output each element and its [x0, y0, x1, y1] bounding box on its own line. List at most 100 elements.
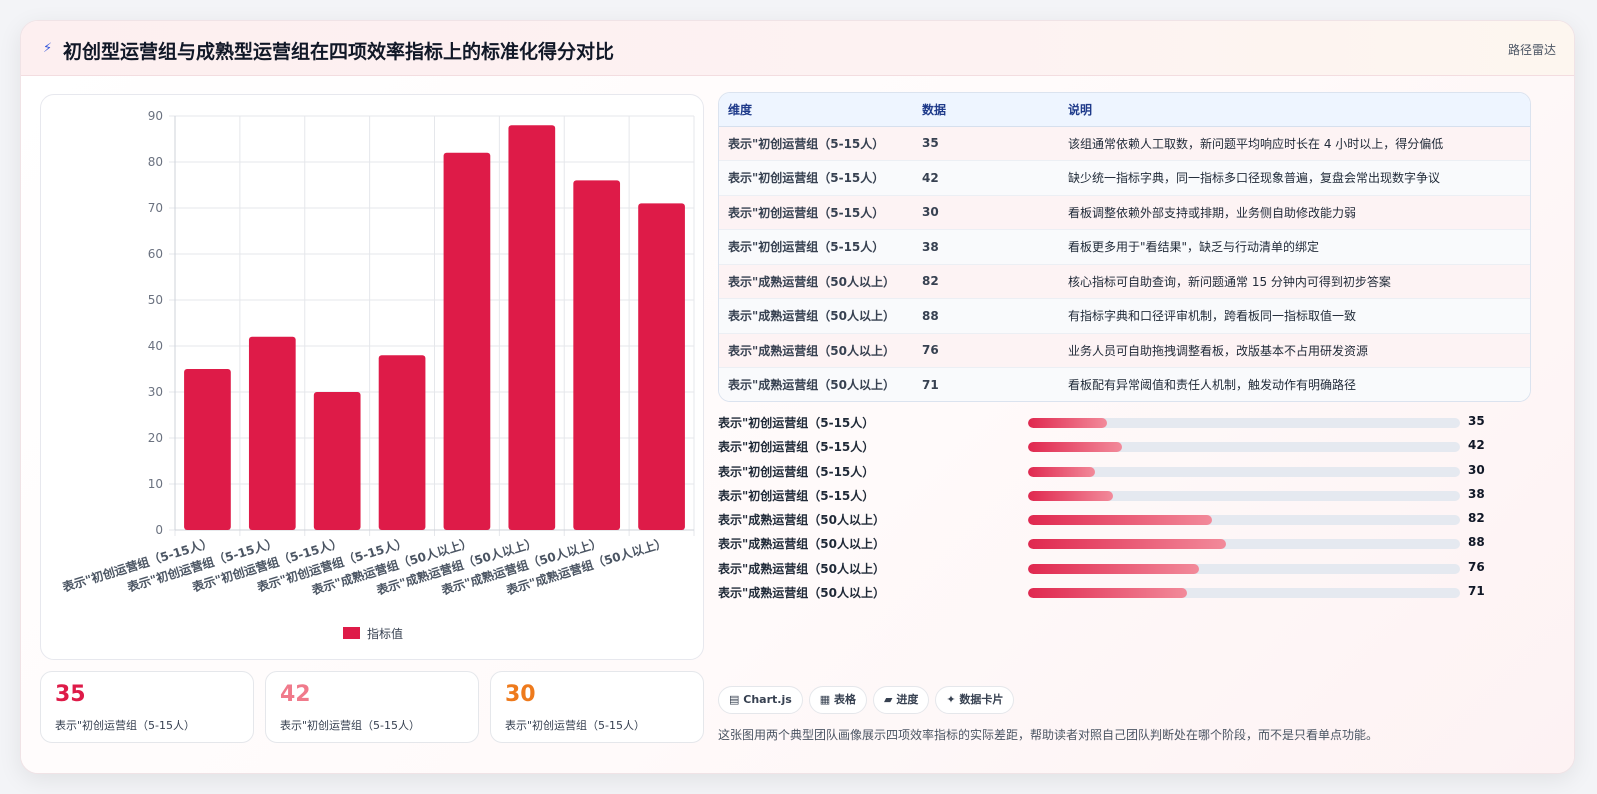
table-cell-data: 42: [913, 160, 1059, 196]
progress-track: [1028, 588, 1460, 599]
card-header: ⚡ 初创型运营组与成熟型运营组在四项效率指标上的标准化得分对比 路径雷达: [21, 21, 1574, 76]
chip-label: 进度: [896, 693, 919, 706]
progress-track: [1028, 539, 1460, 550]
progress-label: 表示"成熟运营组（50人以上）: [718, 537, 885, 552]
y-tick-label: 60: [148, 247, 163, 261]
table-row: 表示"成熟运营组（50人以上） 71 看板配有异常阈值和责任人机制，触发动作有明确路…: [719, 367, 1530, 401]
progress-fill: [1028, 515, 1213, 526]
table-cell-description: 有指标字典和口径评审机制，跨看板同一指标取值一致: [1059, 298, 1530, 334]
table-cell-dimension: 表示"初创运营组（5-15人）: [719, 126, 913, 161]
table-row: 表示"初创运营组（5-15人） 30 看板调整依赖外部支持或排期，业务侧自助修改能力…: [719, 195, 1530, 230]
progress-track: [1028, 515, 1460, 526]
table-cell-data: 88: [913, 298, 1059, 334]
stat-value: 35: [55, 682, 86, 707]
progress-value: 42: [1468, 438, 1485, 453]
bar-chart-panel: 0 10 20 30 40 50 60 70 80 90 表示"初创运营组（5-15人） 表示"初创运…: [40, 94, 704, 660]
table-row: 表示"成熟运营组（50人以上） 82 核心指标可自助查询，新问题通常 15 分钟内可…: [719, 264, 1530, 299]
progress-label: 表示"成熟运营组（50人以上）: [718, 513, 885, 528]
progress-track: [1028, 442, 1460, 453]
chip-card[interactable]: ✦ 数据卡片: [935, 686, 1015, 714]
progress-track: [1028, 418, 1460, 428]
chip-table[interactable]: ▦ 表格: [808, 686, 868, 714]
chip-label: Chart.js: [743, 693, 792, 706]
progress-label: 表示"初创运营组（5-15人）: [718, 488, 875, 503]
y-tick-label: 90: [148, 109, 163, 123]
table-cell-dimension: 表示"初创运营组（5-15人）: [719, 229, 913, 265]
chip-label: 表格: [834, 693, 857, 706]
main-card: ⚡ 初创型运营组与成熟型运营组在四项效率指标上的标准化得分对比 路径雷达 0 10…: [20, 20, 1575, 774]
progress-fill: [1028, 442, 1123, 453]
stat-value: 30: [505, 682, 536, 707]
stat-label: 表示"初创运营组（5-15人）: [505, 719, 646, 732]
stat-label: 表示"初创运营组（5-15人）: [280, 719, 421, 732]
table-cell-description: 看板调整依赖外部支持或排期，业务侧自助修改能力弱: [1059, 195, 1530, 230]
table-cell-data: 71: [913, 367, 1059, 401]
progress-list: 表示"初创运营组（5-15人） 35 表示"初创运营组（5-15人） 42 表示"初创运…: [718, 411, 1498, 605]
progress-fill: [1028, 490, 1114, 501]
table-cell-dimension: 表示"成熟运营组（50人以上）: [719, 333, 913, 368]
stat-card: 30 表示"初创运营组（5-15人）: [490, 671, 704, 743]
progress-row: 表示"初创运营组（5-15人） 35: [718, 411, 1498, 435]
progress-fill: [1028, 418, 1107, 428]
chip-chart[interactable]: ▤ Chart.js: [718, 686, 803, 714]
progress-value: 82: [1468, 511, 1485, 526]
bar: [443, 152, 491, 531]
card-icon: ✦: [946, 693, 956, 706]
bar-chart: 0102030405060708090表示"初创运营组（5-15人）表示"初创运…: [60, 109, 695, 641]
legend-swatch: [343, 627, 360, 639]
table-cell-description: 核心指标可自助查询，新问题通常 15 分钟内可得到初步答案: [1059, 264, 1530, 299]
progress-value: 71: [1468, 584, 1485, 599]
table-row: 表示"初创运营组（5-15人） 35 该组通常依赖人工取数，新问题平均响应时长在 4…: [719, 126, 1530, 161]
progress-fill: [1028, 563, 1199, 574]
progress-row: 表示"初创运营组（5-15人） 30: [718, 460, 1498, 484]
bar: [378, 355, 426, 530]
bar: [313, 392, 361, 530]
progress-value: 38: [1468, 486, 1485, 501]
table-cell-data: 35: [913, 126, 1059, 161]
y-tick-label: 30: [148, 385, 163, 399]
table-cell-dimension: 表示"初创运营组（5-15人）: [719, 195, 913, 230]
y-tick-label: 80: [148, 155, 163, 169]
table-cell-description: 该组通常依赖人工取数，新问题平均响应时长在 4 小时以上，得分偏低: [1059, 126, 1530, 161]
table-icon: ▦: [819, 693, 831, 706]
progress-fill: [1028, 588, 1188, 599]
progress-fill: [1028, 466, 1096, 477]
progress-track: [1028, 466, 1460, 477]
progress-fill: [1028, 539, 1226, 550]
progress-row: 表示"初创运营组（5-15人） 42: [718, 435, 1498, 459]
page-title: 初创型运营组与成熟型运营组在四项效率指标上的标准化得分对比: [63, 41, 615, 63]
table-cell-data: 76: [913, 333, 1059, 368]
table-cell-description: 业务人员可自助拖拽调整看板，改版基本不占用研发资源: [1059, 333, 1530, 368]
tag-chips: ▤ Chart.js ▦ 表格 ▰ 进度 ✦ 数据卡片: [718, 686, 1020, 714]
chip-progress[interactable]: ▰ 进度: [873, 686, 930, 714]
header-tag: 路径雷达: [1507, 43, 1556, 57]
table-cell-description: 看板更多用于"看结果"，缺乏与行动清单的绑定: [1059, 229, 1530, 265]
progress-label: 表示"初创运营组（5-15人）: [718, 416, 875, 430]
table-cell-dimension: 表示"成熟运营组（50人以上）: [719, 298, 913, 334]
y-tick-label: 20: [148, 431, 163, 445]
progress-label: 表示"成熟运营组（50人以上）: [718, 561, 885, 576]
progress-label: 表示"初创运营组（5-15人）: [718, 440, 875, 455]
progress-label: 表示"成熟运营组（50人以上）: [718, 586, 885, 601]
stat-value: 42: [280, 682, 311, 707]
card-body: 0 10 20 30 40 50 60 70 80 90 表示"初创运营组（5-15人） 表示"初创运…: [21, 76, 1574, 773]
bar: [508, 125, 556, 530]
bar: [184, 369, 231, 530]
table-cell-description: 看板配有异常阈值和责任人机制，触发动作有明确路径: [1059, 367, 1530, 401]
y-tick-label: 40: [148, 339, 163, 353]
bar: [573, 180, 621, 530]
table-row: 表示"成熟运营组（50人以上） 76 业务人员可自助拖拽调整看板，改版基本不占用研发…: [719, 333, 1530, 368]
table-cell-data: 30: [913, 195, 1059, 230]
y-tick-label: 10: [148, 477, 163, 491]
progress-row: 表示"成熟运营组（50人以上） 71: [718, 581, 1498, 605]
y-tick-label: 70: [148, 201, 163, 215]
footer-note: 这张图用两个典型团队画像展示四项效率指标的实际差距，帮助读者对照自己团队判断处在…: [718, 728, 1379, 742]
data-table-container: 维度 数据 说明 表示"初创运营组（5-15人） 35 该组通常依赖人工取数，新问题…: [718, 92, 1531, 402]
stat-card: 35 表示"初创运营组（5-15人）: [40, 671, 254, 743]
progress-row: 表示"初创运营组（5-15人） 38: [718, 484, 1498, 508]
table-header-dimension: 维度: [719, 93, 913, 127]
table-header-data: 数据: [913, 93, 1059, 127]
progress-value: 35: [1468, 414, 1485, 428]
table-cell-data: 82: [913, 264, 1059, 299]
progress-value: 76: [1468, 559, 1485, 574]
